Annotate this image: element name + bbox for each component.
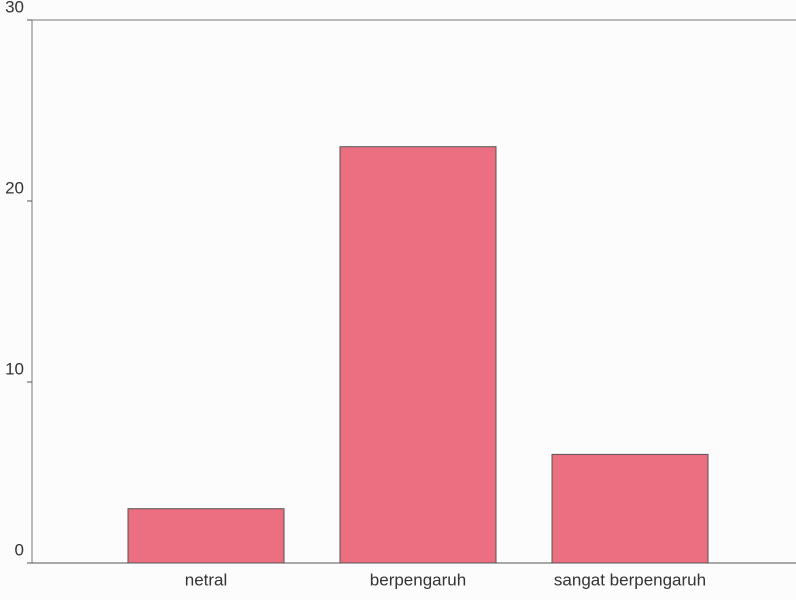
x-tick-label: sangat berpengaruh	[554, 570, 706, 589]
bar	[127, 508, 285, 564]
y-tick-label: 0	[15, 540, 24, 559]
x-tick-label: netral	[185, 570, 228, 589]
x-tick-label: berpengaruh	[370, 570, 466, 589]
y-tick-label: 30	[5, 0, 24, 16]
bar	[551, 453, 709, 564]
y-tick-label: 10	[5, 359, 24, 378]
bar	[339, 146, 497, 564]
y-tick-label: 20	[5, 178, 24, 197]
